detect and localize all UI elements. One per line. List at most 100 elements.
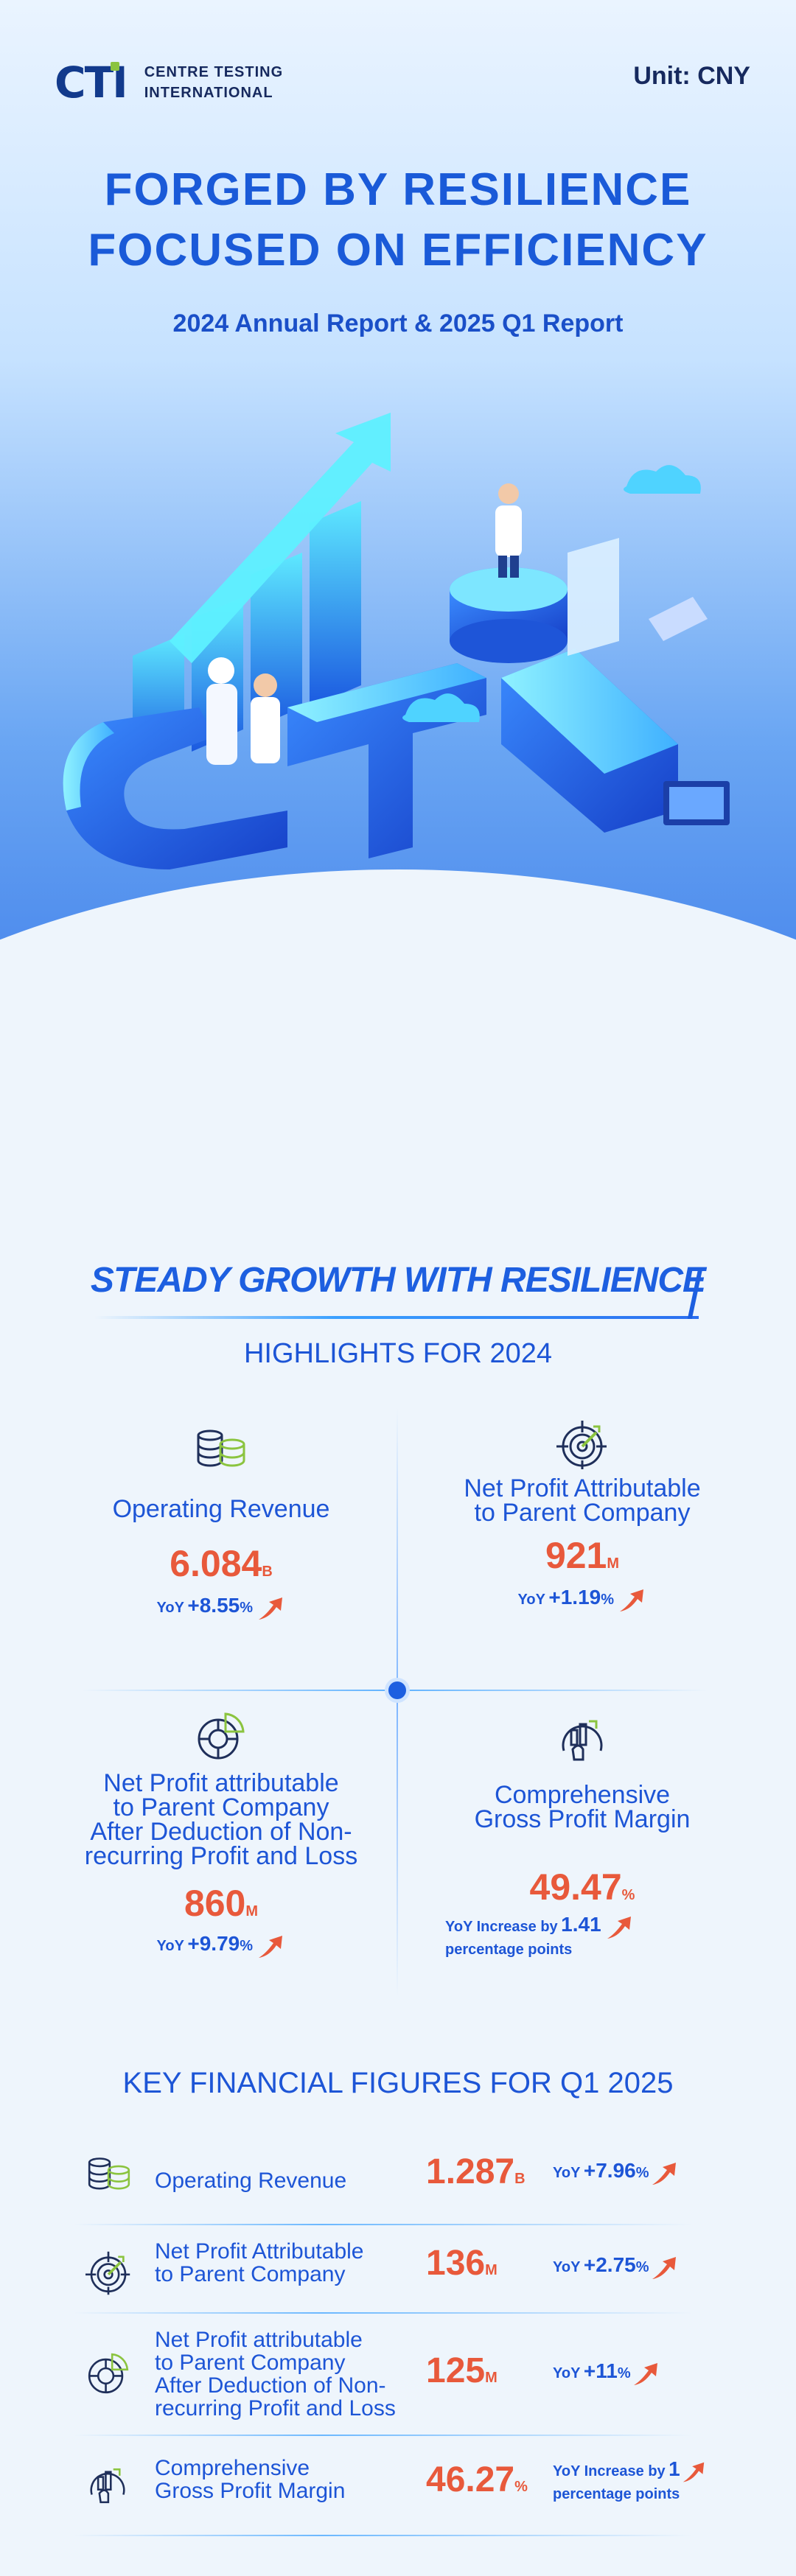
q1-value-number: 1.287: [426, 2152, 515, 2191]
yoy-value: 1.41: [561, 1913, 601, 1936]
q1-label: Net Profit attributable to Parent Compan…: [155, 2328, 396, 2420]
section-title: STEADY GROWTH WITH RESILIENCE: [90, 1261, 706, 1300]
q1-value-number: 46.27: [426, 2460, 515, 2499]
gauge-hand-icon: [562, 1720, 603, 1761]
q1-value-unit: M: [485, 2370, 498, 2386]
highlight-value-number: 6.084: [170, 1543, 262, 1584]
highlight-label-line: to Parent Company: [113, 1793, 329, 1821]
q1-value: 125M: [426, 2351, 498, 2391]
yoy-prefix: YoY Increase by: [445, 1919, 558, 1935]
highlight-yoy: YoY +8.55%: [37, 1594, 405, 1623]
section-subtitle: HIGHLIGHTS FOR 2024: [243, 1338, 553, 1369]
yoy-unit: %: [635, 2165, 649, 2181]
q1-value: 1.287B: [426, 2152, 526, 2192]
q1-label-line: Operating Revenue: [155, 2169, 347, 2193]
highlight-yoy: YoY +1.19%: [398, 1586, 767, 1614]
yoy-prefix: YoY: [156, 1938, 184, 1954]
highlight-value: 860M: [37, 1882, 405, 1925]
highlight-value: 921M: [398, 1534, 767, 1577]
up-arrow-icon: [682, 2462, 704, 2482]
cti-logo: CTI CENTRE TESTING INTERNATIONAL: [55, 57, 283, 108]
q1-yoy: YoY +2.75%: [553, 2253, 679, 2282]
row-divider: [74, 2312, 693, 2314]
up-arrow-icon: [652, 2162, 676, 2185]
q1-label-line: Comprehensive: [155, 2456, 310, 2480]
q1-value-unit: %: [514, 2479, 528, 2495]
q1-label-line: Gross Profit Margin: [155, 2479, 346, 2503]
q1-label: Comprehensive Gross Profit Margin: [155, 2457, 345, 2502]
highlight-value-unit: %: [621, 1887, 635, 1903]
yoy-prefix: YoY Increase by: [553, 2463, 666, 2479]
coins-icon: [88, 2157, 130, 2190]
yoy-unit: %: [240, 1600, 254, 1616]
q1-row-net-profit-deducted: Net Profit attributable to Parent Compan…: [74, 2328, 722, 2428]
yoy-unit: %: [635, 2259, 649, 2275]
letter-c-block: [63, 707, 288, 869]
highlight-operating-revenue: Operating Revenue 6.084B YoY +8.55%: [37, 1428, 405, 1623]
logo-dot-icon: [111, 62, 119, 71]
yoy-prefix: YoY: [553, 2165, 581, 2181]
section-title-underline: [94, 1316, 699, 1319]
pie-chart-icon: [198, 1712, 245, 1760]
highlight-yoy: YoY Increase by 1.41 percentage points: [398, 1913, 767, 1959]
protective-suit-figure-icon: [206, 657, 237, 765]
target-icon: [85, 2251, 130, 2295]
yoy-unit: %: [617, 2365, 631, 2381]
up-arrow-icon: [633, 2362, 657, 2385]
q1-label-line: Net Profit Attributable: [155, 2239, 364, 2264]
q1-value-unit: M: [485, 2262, 498, 2278]
q1-label-line: After Deduction of Non-: [155, 2373, 386, 2398]
q1-yoy: YoY Increase by 1 percentage points: [553, 2457, 707, 2504]
highlight-value: 6.084B: [37, 1542, 405, 1585]
logo-line-1: CENTRE TESTING: [144, 64, 284, 80]
yoy-unit: %: [240, 1938, 254, 1954]
yoy-unit: percentage points: [445, 1941, 573, 1958]
grid-center-dot: [388, 1681, 406, 1699]
yoy-value: +1.19: [548, 1586, 601, 1609]
yoy-prefix: YoY: [156, 1600, 184, 1616]
q1-yoy: YoY +11%: [553, 2359, 660, 2388]
q1-row-gross-margin: Comprehensive Gross Profit Margin 46.27%…: [74, 2457, 722, 2523]
cloud-icon: [624, 465, 701, 494]
up-arrow-icon: [259, 1597, 283, 1620]
q1-label-line: to Parent Company: [155, 2262, 346, 2286]
pie-chart-icon: [88, 2353, 129, 2394]
yoy-prefix: YoY: [553, 2365, 581, 2381]
highlight-value-unit: B: [262, 1564, 273, 1580]
q1-value-number: 136: [426, 2244, 486, 2283]
yoy-value: +2.75: [583, 2253, 636, 2276]
q1-value: 136M: [426, 2243, 498, 2283]
highlight-label-line: Gross Profit Margin: [474, 1805, 691, 1833]
highlight-value-number: 49.47: [529, 1866, 622, 1908]
yoy-unit: percentage points: [553, 2485, 680, 2502]
highlight-label: Operating Revenue: [112, 1495, 330, 1523]
row-divider: [74, 2435, 693, 2436]
highlight-label-line: to Parent Company: [474, 1499, 691, 1527]
highlight-value-unit: M: [607, 1555, 620, 1572]
highlight-label-line: Net Profit Attributable: [464, 1474, 701, 1502]
highlight-net-profit: Net Profit Attributable to Parent Compan…: [398, 1419, 767, 1614]
highlight-yoy: YoY +9.79%: [37, 1932, 405, 1961]
hero-subtitle: 2024 Annual Report & 2025 Q1 Report: [172, 309, 624, 337]
grid-vertical-divider: [397, 1407, 398, 1997]
q1-yoy: YoY +7.96%: [553, 2159, 679, 2188]
cloud-icon: [402, 693, 480, 722]
row-divider: [74, 2224, 693, 2225]
yoy-prefix: YoY: [553, 2259, 581, 2275]
q1-label: Operating Revenue: [155, 2169, 346, 2192]
researcher-figure-icon: [251, 673, 280, 763]
currency-unit: Unit: CNY: [633, 62, 750, 90]
logo-line-2: INTERNATIONAL: [144, 85, 273, 101]
hero-curve-divider: [0, 869, 796, 1680]
yoy-value: +8.55: [187, 1594, 240, 1617]
highlight-label-line: After Deduction of Non-: [90, 1818, 352, 1846]
highlight-value-unit: M: [245, 1903, 259, 1919]
up-arrow-icon: [607, 1916, 632, 1939]
target-icon: [556, 1421, 607, 1469]
q1-label: Net Profit Attributable to Parent Compan…: [155, 2240, 363, 2286]
q1-value-number: 125: [426, 2351, 486, 2390]
yoy-value: 1: [668, 2457, 680, 2480]
yoy-value: +7.96: [583, 2159, 636, 2182]
up-arrow-icon: [620, 1589, 644, 1611]
row-divider: [74, 2535, 693, 2536]
